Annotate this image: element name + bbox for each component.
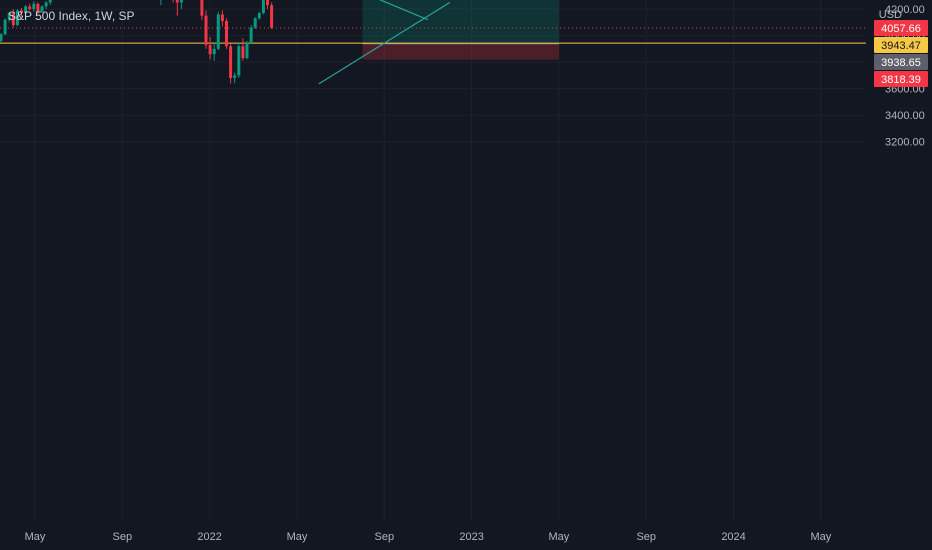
- candle-body: [44, 2, 48, 7]
- candle-body: [257, 13, 261, 19]
- candle-body: [220, 14, 224, 22]
- profit-zone: [362, 0, 559, 44]
- price-tag-label: 3943.47: [881, 40, 921, 52]
- candle-body: [28, 6, 32, 10]
- x-tick-label: May: [287, 531, 308, 543]
- candle-body: [216, 14, 220, 49]
- candle-body: [40, 6, 44, 12]
- price-tag: [874, 36, 928, 53]
- candle-body: [0, 34, 3, 41]
- candle-body: [11, 13, 15, 25]
- candle-body: [261, 0, 265, 14]
- candle-body: [253, 18, 257, 28]
- candle-body: [229, 46, 233, 79]
- price-tag: [874, 53, 928, 70]
- symbol-title: S&P 500 Index, 1W, SP: [8, 9, 135, 23]
- candle-body: [241, 46, 245, 59]
- candle-body: [237, 46, 241, 76]
- candle-body: [200, 0, 204, 16]
- price-tag-label: 3938.65: [881, 57, 921, 69]
- candle-body: [3, 19, 7, 35]
- candle-body: [270, 5, 274, 28]
- candles-group: [0, 0, 274, 84]
- candle-body: [20, 10, 23, 14]
- x-tick-label: Sep: [636, 531, 656, 543]
- y-tick-label: 3200.00: [885, 137, 925, 149]
- candle-body: [175, 0, 179, 3]
- candle-body: [24, 6, 28, 14]
- candle-body: [249, 27, 253, 43]
- candle-body: [7, 13, 11, 20]
- candle-body: [36, 3, 40, 12]
- x-tick-label: 2023: [459, 531, 483, 543]
- candle-body: [32, 3, 36, 10]
- y-tick-label: 3400.00: [885, 110, 925, 122]
- currency-label: USD: [878, 9, 902, 21]
- candle-body: [179, 0, 183, 3]
- y-tick-label: 4200.00: [885, 4, 925, 16]
- x-tick-label: May: [25, 531, 46, 543]
- x-tick-label: 2024: [721, 531, 745, 543]
- price-tag-label: 3818.39: [881, 74, 921, 86]
- candle-body: [15, 10, 19, 25]
- candle-body: [208, 44, 212, 55]
- loss-zone: [362, 43, 559, 60]
- candle-body: [212, 48, 216, 55]
- candle-body: [245, 42, 249, 59]
- trendline-upper: [378, 0, 429, 21]
- x-tick-label: May: [549, 531, 570, 543]
- x-tick-label: Sep: [113, 531, 133, 543]
- candle-body: [204, 15, 208, 45]
- candle-body: [266, 0, 269, 6]
- x-tick-label: 2022: [197, 531, 221, 543]
- x-tick-label: May: [810, 531, 831, 543]
- candle-body: [48, 0, 52, 3]
- x-tick-label: Sep: [374, 531, 394, 543]
- candle-body: [225, 21, 228, 47]
- price-tag: [874, 70, 928, 87]
- price-tag-label: 4057.66: [881, 23, 921, 35]
- price-tag: [874, 19, 928, 36]
- trendline-lower: [318, 1, 451, 85]
- candle-body: [233, 75, 237, 79]
